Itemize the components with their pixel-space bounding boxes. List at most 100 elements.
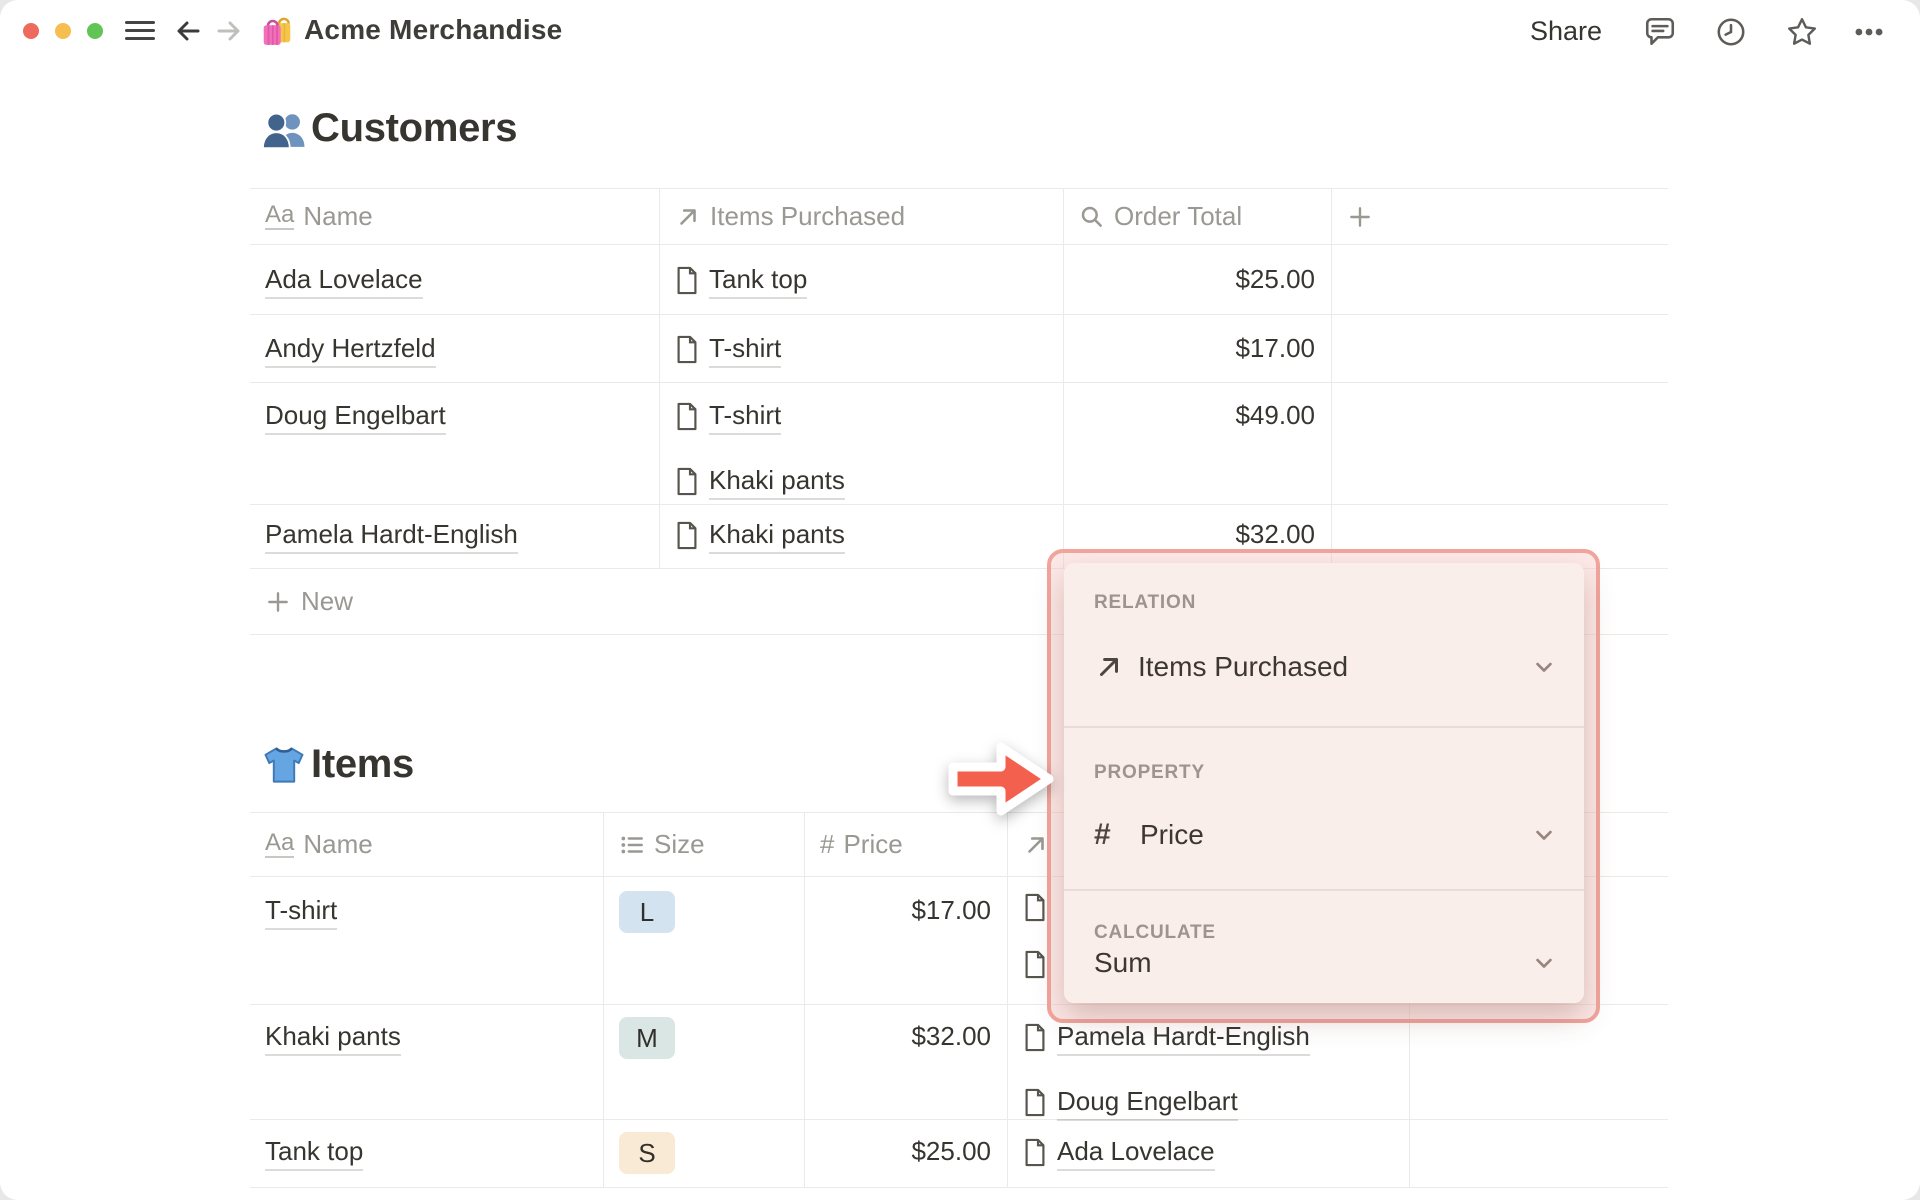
page-icon <box>1025 1138 1045 1167</box>
size-cell[interactable]: S <box>604 1120 805 1187</box>
page-icon <box>677 467 697 496</box>
comments-icon[interactable] <box>1643 15 1677 49</box>
name-cell[interactable]: T-shirt <box>250 877 604 1004</box>
page-icon <box>1025 1088 1045 1117</box>
items-cell[interactable]: T-shirt Khaki pants <box>660 383 1064 504</box>
calculate-select[interactable]: Sum <box>1094 945 1558 981</box>
size-cell[interactable]: L <box>604 877 805 1004</box>
size-badge: S <box>619 1132 675 1174</box>
plus-icon <box>1350 206 1370 227</box>
page-link[interactable]: Doug Engelbart <box>1057 1084 1238 1121</box>
size-cell[interactable]: M <box>604 1005 805 1119</box>
items-table-header: Aa Name Size # Price <box>250 812 1668 877</box>
column-header-name[interactable]: Aa Name <box>250 189 660 244</box>
share-button[interactable]: Share <box>1530 16 1603 46</box>
page-link[interactable]: Andy Hertzfeld <box>265 331 436 368</box>
favorite-star-icon[interactable] <box>1785 15 1819 49</box>
empty-cell[interactable] <box>1410 1120 1668 1187</box>
number-property-icon: # <box>1094 818 1111 851</box>
name-cell[interactable]: Andy Hertzfeld <box>250 315 660 382</box>
page-title: Acme Merchandise <box>304 14 563 45</box>
page-link[interactable]: T-shirt <box>709 398 782 435</box>
name-cell[interactable]: Khaki pants <box>250 1005 604 1119</box>
name-cell[interactable]: Tank top <box>250 1120 604 1187</box>
name-cell[interactable]: Pamela Hardt-English <box>250 505 660 568</box>
title-property-icon: Aa <box>265 829 295 858</box>
table-row: Andy Hertzfeld T-shirt $17.00 <box>250 315 1668 383</box>
page-link[interactable]: Pamela Hardt-English <box>1057 1019 1310 1056</box>
page-icon <box>1025 950 1045 979</box>
empty-cell[interactable] <box>1332 245 1668 314</box>
items-cell[interactable]: Khaki pants <box>660 505 1064 568</box>
size-badge: M <box>619 1017 675 1059</box>
total-cell[interactable]: $17.00 <box>1064 315 1332 382</box>
column-header-items-label: Items Purchased <box>710 201 906 231</box>
price-cell[interactable]: $32.00 <box>805 1005 1008 1119</box>
sidebar-menu-icon[interactable] <box>124 15 156 47</box>
total-cell[interactable]: $25.00 <box>1064 245 1332 314</box>
total-cell[interactable]: $49.00 <box>1064 383 1332 504</box>
page-link[interactable]: T-shirt <box>265 893 338 930</box>
column-header-name[interactable]: Aa Name <box>250 813 604 876</box>
page-link[interactable]: Tank top <box>265 1134 364 1171</box>
table-row: Khaki pants M $32.00 Pamela Hardt-Englis… <box>250 1005 1668 1121</box>
empty-cell[interactable] <box>1332 315 1668 382</box>
add-property-button[interactable] <box>1332 189 1668 244</box>
back-button[interactable] <box>172 15 204 47</box>
column-header-size-label: Size <box>654 829 705 859</box>
column-header-items-purchased[interactable]: Items Purchased <box>660 189 1064 244</box>
price-cell[interactable]: $25.00 <box>805 1120 1008 1187</box>
page-link[interactable]: Ada Lovelace <box>265 262 423 299</box>
items-heading-text: Items <box>311 742 414 786</box>
relation-select[interactable]: Items Purchased <box>1094 649 1558 685</box>
items-cell[interactable]: T-shirt <box>660 315 1064 382</box>
items-cell[interactable]: Tank top <box>660 245 1064 314</box>
page-link[interactable]: Tank top <box>709 262 808 299</box>
customers-heading-text: Customers <box>311 106 518 150</box>
titlebar: Acme Merchandise Share <box>0 0 1920 64</box>
page-link[interactable]: Khaki pants <box>709 463 845 500</box>
zoom-window-button[interactable] <box>87 23 103 39</box>
page-link[interactable]: Pamela Hardt-English <box>265 517 518 554</box>
page-link[interactable]: Ada Lovelace <box>1057 1134 1215 1171</box>
property-selected-value: Price <box>1140 819 1204 850</box>
name-cell[interactable]: Doug Engelbart <box>250 383 660 504</box>
rollup-magnifier-icon <box>1081 206 1102 227</box>
column-header-size[interactable]: Size <box>604 813 805 876</box>
column-header-order-total[interactable]: Order Total <box>1064 189 1332 244</box>
forward-button[interactable] <box>213 15 245 47</box>
page-link[interactable]: Khaki pants <box>265 1019 401 1056</box>
minimize-window-button[interactable] <box>55 23 71 39</box>
close-window-button[interactable] <box>23 23 39 39</box>
name-cell[interactable]: Ada Lovelace <box>250 245 660 314</box>
people-emoji-icon <box>262 112 305 149</box>
property-select[interactable]: # Price <box>1094 817 1558 853</box>
popup-divider <box>1064 726 1584 728</box>
customers-table-header: Aa Name Items Purchased Order Total <box>250 188 1668 245</box>
price-value: $17.00 <box>911 895 991 925</box>
property-section-label: PROPERTY <box>1094 762 1205 783</box>
calculate-selected-value: Sum <box>1094 947 1152 978</box>
red-callout-arrow <box>948 742 1054 816</box>
column-header-price[interactable]: # Price <box>805 813 1008 876</box>
customers-cell[interactable]: Ada Lovelace <box>1008 1120 1410 1187</box>
page-link[interactable]: Doug Engelbart <box>265 398 446 435</box>
relation-section-label: RELATION <box>1094 592 1197 613</box>
more-options-icon[interactable] <box>1852 15 1886 49</box>
updates-clock-icon[interactable] <box>1714 15 1748 49</box>
customers-cell[interactable]: Pamela Hardt-English Doug Engelbart <box>1008 1005 1410 1121</box>
breadcrumb[interactable]: Acme Merchandise <box>260 12 562 48</box>
page-link[interactable]: T-shirt <box>709 331 782 368</box>
new-row-label: New <box>301 586 354 616</box>
page-link[interactable]: Khaki pants <box>709 517 845 554</box>
size-badge: L <box>619 891 675 933</box>
price-cell[interactable]: $17.00 <box>805 877 1008 1004</box>
empty-cell[interactable] <box>1332 383 1668 504</box>
number-property-icon: # <box>820 829 835 859</box>
page-icon <box>1025 893 1045 922</box>
rollup-config-popup: RELATION Items Purchased PROPERTY # Pric… <box>1064 563 1584 1003</box>
popup-divider <box>1064 889 1584 891</box>
new-row-button[interactable]: New <box>250 569 1668 635</box>
tshirt-emoji-icon <box>264 746 304 783</box>
total-cell[interactable]: $32.00 <box>1064 505 1332 568</box>
